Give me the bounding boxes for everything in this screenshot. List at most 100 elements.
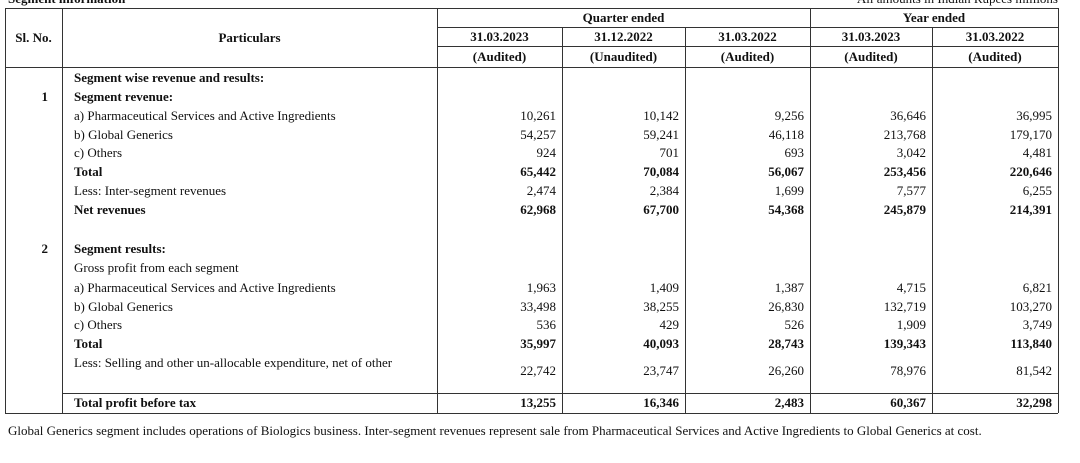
cell-value: 1,963: [526, 280, 556, 295]
rule: [810, 8, 811, 413]
rule: [5, 67, 1058, 68]
rule: [5, 413, 1058, 414]
rule: [437, 46, 1058, 47]
cell-value: 245,879: [883, 202, 926, 217]
rule: [437, 27, 1058, 28]
cell-value: 65,442: [520, 164, 556, 179]
cell-value: 1,699: [774, 183, 804, 198]
cell-value: 54,368: [768, 202, 804, 217]
status-header: (Unaudited): [589, 49, 658, 64]
cell-value: 3,749: [1022, 317, 1052, 332]
group-header: Quarter ended: [582, 10, 665, 25]
cell-value: 179,170: [1009, 127, 1052, 142]
cell-value: 9,256: [774, 108, 804, 123]
cell-value: 78,976: [890, 363, 926, 378]
unit-note: All amounts in Indian Rupees millions: [857, 0, 1058, 8]
cell-value: 33,498: [520, 299, 556, 314]
cell-value: 1,409: [649, 280, 679, 295]
row-label: Segment results:: [74, 241, 166, 256]
rule: [62, 393, 1058, 394]
row-label: c) Others: [74, 317, 123, 332]
cell-value: 924: [536, 145, 557, 160]
cell-value: 7,577: [896, 183, 926, 198]
rule: [437, 8, 438, 413]
cell-value: 693: [784, 145, 805, 160]
row-label: Segment wise revenue and results:: [74, 70, 265, 85]
cell-value: 139,343: [883, 336, 926, 351]
row-label: Less: Selling and other un-allocable exp…: [74, 355, 393, 370]
row-label: Total: [74, 164, 103, 179]
row-label: c) Others: [74, 145, 123, 160]
footnote: Global Generics segment includes operati…: [8, 423, 982, 438]
cell-value: 10,261: [520, 108, 556, 123]
cell-value: 1,387: [774, 280, 804, 295]
date-header: 31.03.2023: [470, 29, 529, 44]
cell-value: 429: [659, 317, 680, 332]
cell-value: 23,747: [643, 363, 679, 378]
cell-value: 70,084: [643, 164, 679, 179]
serial-no: 2: [41, 241, 49, 256]
section-title: Segment information: [8, 0, 125, 8]
row-label: a) Pharmaceutical Services and Active In…: [74, 280, 336, 295]
row-label: Total: [74, 336, 103, 351]
cell-value: 2,474: [526, 183, 556, 198]
cell-value: 46,118: [768, 127, 804, 142]
cell-value: 62,968: [520, 202, 556, 217]
cell-value: 6,255: [1022, 183, 1052, 198]
rule: [685, 27, 686, 413]
row-label: Net revenues: [74, 202, 146, 217]
rule: [62, 8, 63, 413]
status-header: (Audited): [472, 49, 527, 64]
group-header: Year ended: [902, 10, 966, 25]
row-label: Segment revenue:: [74, 89, 174, 104]
cell-value: 10,142: [643, 108, 679, 123]
cell-value: 2,384: [649, 183, 679, 198]
cell-value: 1,909: [896, 317, 926, 332]
row-label: Total profit before tax: [74, 395, 197, 410]
cell-value: 40,093: [643, 336, 679, 351]
cell-value: 220,646: [1009, 164, 1052, 179]
cell-value: 526: [784, 317, 805, 332]
cell-value: 13,255: [520, 395, 556, 410]
status-header: (Audited): [844, 49, 898, 64]
cell-value: 3,042: [896, 145, 926, 160]
date-header: 31.03.2022: [718, 29, 777, 44]
col-header: Sl. No.: [15, 30, 52, 45]
cell-value: 36,995: [1016, 108, 1052, 123]
cell-value: 22,742: [520, 363, 556, 378]
cell-value: 35,997: [520, 336, 556, 351]
row-label: a) Pharmaceutical Services and Active In…: [74, 108, 336, 123]
cell-value: 214,391: [1009, 202, 1052, 217]
row-label: b) Global Generics: [74, 127, 173, 142]
cell-value: 4,481: [1022, 145, 1052, 160]
cell-value: 213,768: [883, 127, 926, 142]
cell-value: 54,257: [520, 127, 556, 142]
cell-value: 113,840: [1010, 336, 1052, 351]
status-header: (Audited): [968, 49, 1022, 64]
rule: [932, 27, 933, 413]
cell-value: 59,241: [643, 127, 679, 142]
cell-value: 38,255: [643, 299, 679, 314]
cell-value: 32,298: [1016, 395, 1052, 410]
cell-value: 60,367: [890, 395, 926, 410]
cell-value: 67,700: [643, 202, 679, 217]
cell-value: 4,715: [896, 280, 926, 295]
rule: [562, 27, 563, 413]
col-header: Particulars: [218, 30, 281, 45]
date-header: 31.03.2022: [965, 29, 1025, 44]
cell-value: 536: [536, 317, 557, 332]
cell-value: 26,260: [768, 363, 804, 378]
cell-value: 253,456: [883, 164, 926, 179]
status-header: (Audited): [720, 49, 775, 64]
cell-value: 36,646: [890, 108, 926, 123]
cell-value: 16,346: [643, 395, 679, 410]
cell-value: 28,743: [768, 336, 804, 351]
date-header: 31.03.2023: [841, 29, 901, 44]
cell-value: 2,483: [774, 395, 804, 410]
row-label: b) Global Generics: [74, 299, 173, 314]
cell-value: 132,719: [883, 299, 926, 314]
rule: [5, 8, 6, 413]
rule: [5, 8, 1058, 9]
row-label: Gross profit from each segment: [74, 260, 239, 275]
